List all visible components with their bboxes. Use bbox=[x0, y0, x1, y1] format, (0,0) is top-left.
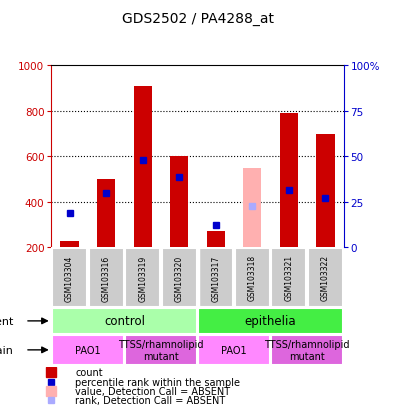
Bar bbox=[280, 114, 298, 248]
Bar bbox=[97, 180, 115, 248]
Text: epithelia: epithelia bbox=[245, 315, 296, 328]
Bar bbox=[316, 134, 335, 248]
Bar bbox=[170, 157, 188, 248]
Bar bbox=[134, 86, 152, 248]
Text: control: control bbox=[104, 315, 145, 328]
Text: GSM103316: GSM103316 bbox=[102, 255, 111, 301]
Text: TTSS/rhamnolipid
mutant: TTSS/rhamnolipid mutant bbox=[264, 339, 350, 361]
Bar bbox=[52, 335, 124, 365]
Text: count: count bbox=[75, 368, 103, 377]
Text: GSM103318: GSM103318 bbox=[248, 255, 257, 301]
Text: PAO1: PAO1 bbox=[221, 345, 247, 355]
Text: GSM103304: GSM103304 bbox=[65, 254, 74, 301]
Bar bbox=[198, 308, 343, 334]
Bar bbox=[125, 335, 197, 365]
Bar bbox=[52, 308, 197, 334]
Text: TTSS/rhamnolipid
mutant: TTSS/rhamnolipid mutant bbox=[118, 339, 204, 361]
Text: GSM103321: GSM103321 bbox=[284, 255, 293, 301]
Text: GSM103322: GSM103322 bbox=[321, 255, 330, 301]
Text: GSM103319: GSM103319 bbox=[138, 255, 147, 301]
Bar bbox=[162, 248, 197, 307]
Text: GDS2502 / PA4288_at: GDS2502 / PA4288_at bbox=[122, 12, 273, 26]
Bar bbox=[308, 248, 343, 307]
Bar bbox=[271, 248, 307, 307]
Bar bbox=[198, 335, 270, 365]
Bar bbox=[88, 248, 124, 307]
Bar bbox=[52, 248, 87, 307]
Text: agent: agent bbox=[0, 316, 13, 326]
Text: PAO1: PAO1 bbox=[75, 345, 101, 355]
Bar bbox=[207, 232, 225, 248]
Bar bbox=[235, 248, 270, 307]
Text: GSM103317: GSM103317 bbox=[211, 255, 220, 301]
Bar bbox=[60, 241, 79, 248]
Text: percentile rank within the sample: percentile rank within the sample bbox=[75, 377, 240, 387]
Bar bbox=[271, 335, 343, 365]
Bar bbox=[243, 168, 261, 248]
Bar bbox=[198, 248, 233, 307]
Text: rank, Detection Call = ABSENT: rank, Detection Call = ABSENT bbox=[75, 395, 225, 405]
Bar bbox=[125, 248, 160, 307]
Text: GSM103320: GSM103320 bbox=[175, 255, 184, 301]
Text: value, Detection Call = ABSENT: value, Detection Call = ABSENT bbox=[75, 386, 230, 396]
Text: strain: strain bbox=[0, 345, 13, 355]
